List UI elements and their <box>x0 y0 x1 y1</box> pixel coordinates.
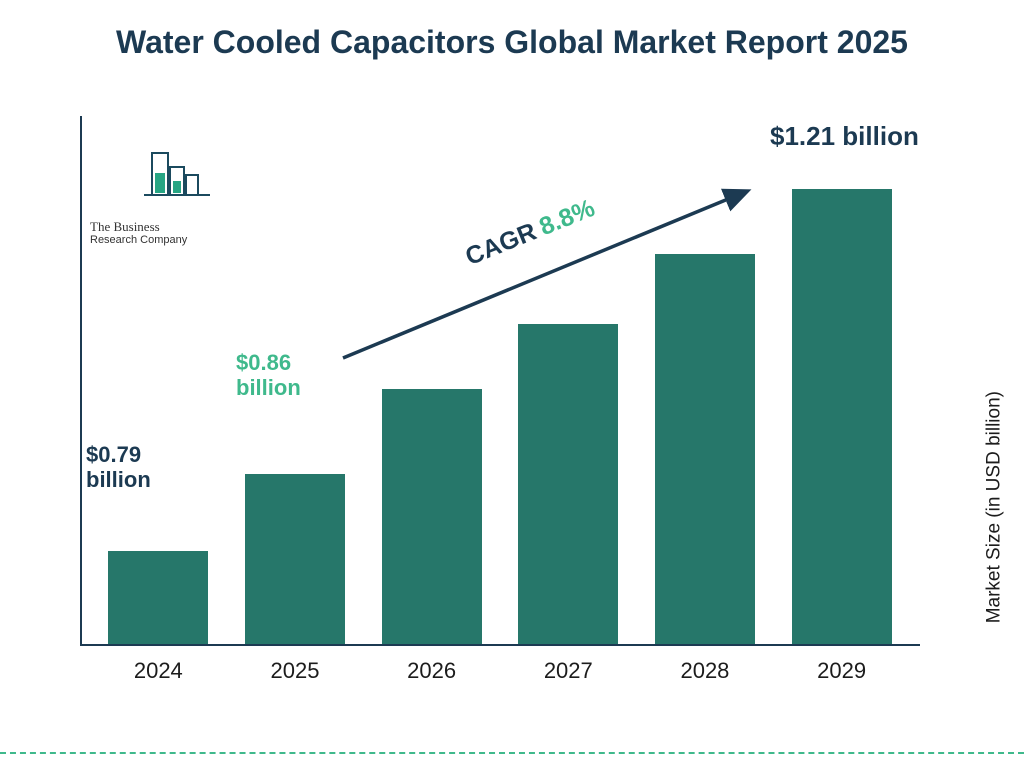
bar-2025 <box>245 474 345 644</box>
bar-2026 <box>382 389 482 644</box>
bar-slot <box>235 474 355 644</box>
footer-dashed-line <box>0 752 1024 754</box>
bar-2029 <box>792 189 892 644</box>
x-label: 2025 <box>235 650 355 690</box>
x-axis-line <box>80 644 920 646</box>
bar-slot <box>782 189 902 644</box>
y-axis-label: Market Size (in USD billion) <box>983 391 1005 623</box>
x-label: 2026 <box>372 650 492 690</box>
cagr-annotation: CAGR8.8% <box>335 180 765 380</box>
chart-title: Water Cooled Capacitors Global Market Re… <box>102 0 922 62</box>
bar-slot <box>372 389 492 644</box>
x-axis-labels: 2024 2025 2026 2027 2028 2029 <box>80 650 920 690</box>
x-label: 2024 <box>98 650 218 690</box>
value-callout-2025: $0.86 billion <box>236 350 346 401</box>
x-label: 2028 <box>645 650 765 690</box>
x-label: 2029 <box>782 650 902 690</box>
value-callout-2024: $0.79 billion <box>86 442 196 493</box>
x-label: 2027 <box>508 650 628 690</box>
value-callout-2029: $1.21 billion <box>770 122 919 152</box>
bar-slot <box>98 551 218 644</box>
bar-2024 <box>108 551 208 644</box>
